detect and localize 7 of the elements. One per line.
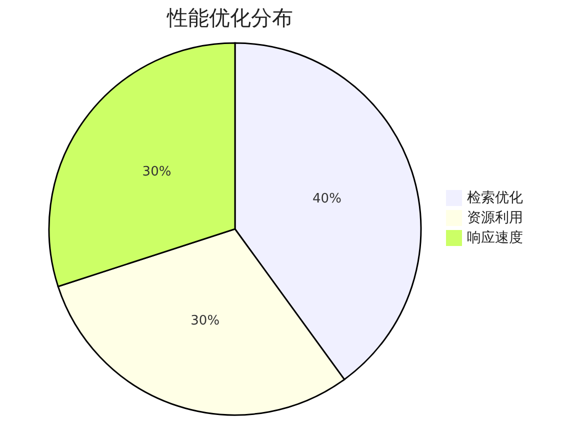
- chart-title: 性能优化分布: [166, 5, 294, 32]
- data-label: 40%: [312, 192, 342, 207]
- legend-label: 响应速度: [467, 229, 523, 247]
- slice-label: 检索优化: [467, 189, 523, 207]
- data-label: 30%: [190, 313, 220, 328]
- data-label: 30%: [142, 164, 172, 180]
- legend-label: 资源利用: [467, 209, 523, 227]
